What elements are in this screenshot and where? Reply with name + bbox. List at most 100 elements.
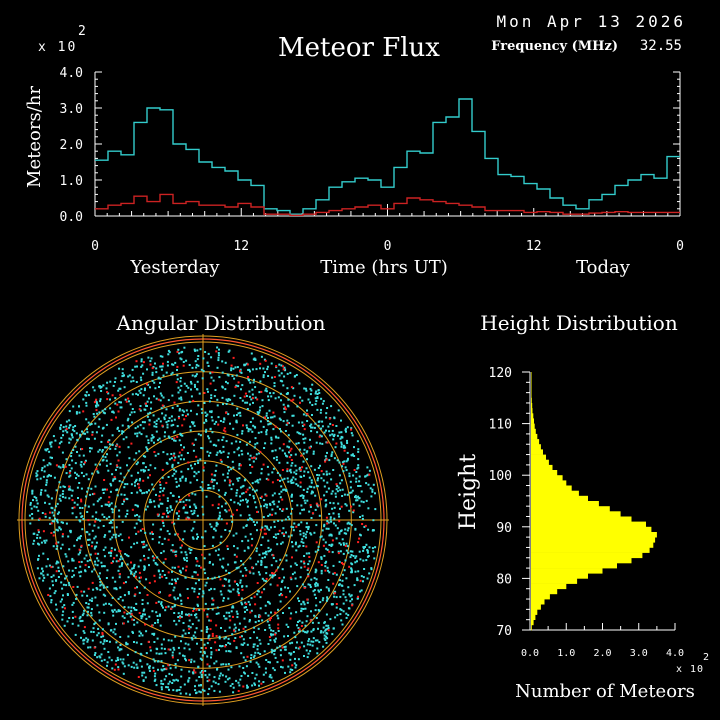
angular-point-total	[349, 595, 352, 598]
angular-point-total	[283, 407, 286, 410]
angular-point-red	[229, 481, 231, 484]
angular-point-total	[297, 658, 300, 661]
angular-point-red	[281, 469, 284, 471]
angular-point-red	[84, 461, 86, 464]
angular-point-total	[316, 479, 319, 482]
angular-point-total	[236, 366, 239, 369]
angular-point-total	[114, 477, 117, 480]
angular-point-total	[304, 502, 307, 505]
angular-point-red	[145, 402, 147, 405]
angular-point-total	[287, 515, 290, 518]
angular-point-total	[95, 511, 98, 514]
angular-point-total	[308, 485, 311, 488]
angular-point-total	[79, 433, 82, 436]
angular-point-red	[103, 479, 106, 481]
angular-point-total	[276, 505, 279, 508]
angular-point-total	[308, 638, 311, 641]
angular-point-total	[53, 520, 56, 523]
angular-point-total	[216, 482, 218, 485]
angular-point-total	[317, 477, 319, 480]
angular-point-total	[267, 473, 270, 476]
angular-point-total	[365, 482, 368, 485]
angular-point-total	[161, 543, 164, 545]
angular-point-total	[306, 450, 309, 453]
angular-point-total	[145, 435, 148, 438]
angular-point-total	[112, 533, 115, 536]
angular-point-red	[281, 594, 284, 597]
angular-point-red	[196, 560, 199, 563]
angular-point-total	[218, 511, 221, 514]
angular-point-total	[79, 520, 82, 523]
angular-point-total	[153, 395, 155, 398]
angular-point-total	[71, 436, 74, 439]
angular-point-total	[148, 564, 150, 567]
angular-point-total	[244, 401, 247, 404]
angular-point-total	[151, 483, 154, 486]
angular-point-total	[179, 432, 182, 435]
angular-point-total	[188, 547, 191, 550]
angular-point-total	[309, 586, 312, 588]
angular-point-total	[212, 603, 215, 606]
angular-point-total	[185, 409, 188, 412]
angular-point-total	[191, 536, 194, 539]
angular-point-total	[224, 617, 227, 620]
angular-point-total	[254, 358, 257, 361]
angular-point-total	[68, 419, 71, 422]
angular-point-total	[143, 568, 146, 571]
angular-point-total	[338, 474, 341, 477]
angular-point-red	[351, 604, 354, 607]
angular-point-total	[179, 594, 182, 597]
angular-point-total	[117, 659, 119, 661]
angular-point-total	[162, 374, 165, 377]
angular-point-total	[239, 678, 242, 681]
angular-point-red	[68, 471, 71, 474]
angular-point-red	[185, 569, 187, 572]
angular-point-total	[199, 458, 202, 461]
angular-point-total	[239, 397, 242, 399]
angular-point-total	[153, 425, 156, 428]
angular-point-total	[247, 428, 250, 431]
angular-point-total	[121, 368, 124, 371]
angular-point-total	[91, 639, 94, 642]
angular-point-total	[264, 389, 267, 392]
angular-point-red	[235, 555, 238, 558]
angular-point-total	[213, 576, 216, 579]
angular-point-total	[252, 495, 255, 498]
angular-point-total	[250, 609, 253, 612]
angular-point-total	[177, 679, 179, 682]
angular-point-total	[326, 451, 328, 454]
angular-point-total	[136, 365, 138, 368]
angular-point-red	[306, 413, 309, 415]
angular-point-total	[68, 410, 71, 413]
angular-point-total	[86, 511, 89, 513]
angular-point-total	[315, 390, 318, 393]
angular-point-total	[239, 579, 242, 582]
height-bar	[531, 475, 563, 481]
angular-point-total	[63, 604, 66, 607]
angular-point-total	[334, 495, 337, 498]
angular-point-total	[147, 442, 150, 444]
angular-point-total	[104, 503, 107, 506]
angular-point-total	[87, 505, 90, 508]
angular-point-total	[242, 526, 245, 529]
angular-point-total	[313, 577, 316, 580]
angular-point-total	[134, 651, 137, 654]
angular-point-total	[294, 577, 297, 580]
height-x-tick-label: 3.0	[630, 648, 648, 659]
angular-point-total	[246, 499, 249, 502]
angular-point-total	[180, 602, 183, 605]
angular-point-total	[254, 386, 257, 389]
angular-point-total	[90, 447, 93, 450]
angular-point-total	[258, 409, 261, 412]
angular-point-total	[208, 619, 211, 622]
angular-point-red	[320, 498, 323, 501]
angular-point-total	[168, 351, 171, 354]
angular-point-total	[148, 665, 151, 668]
angular-point-total	[80, 636, 82, 639]
angular-point-total	[345, 469, 348, 472]
angular-point-total	[100, 440, 103, 443]
angular-point-total	[213, 676, 216, 679]
angular-point-total	[268, 502, 271, 505]
angular-point-total	[243, 363, 246, 366]
angular-point-total	[152, 488, 155, 491]
